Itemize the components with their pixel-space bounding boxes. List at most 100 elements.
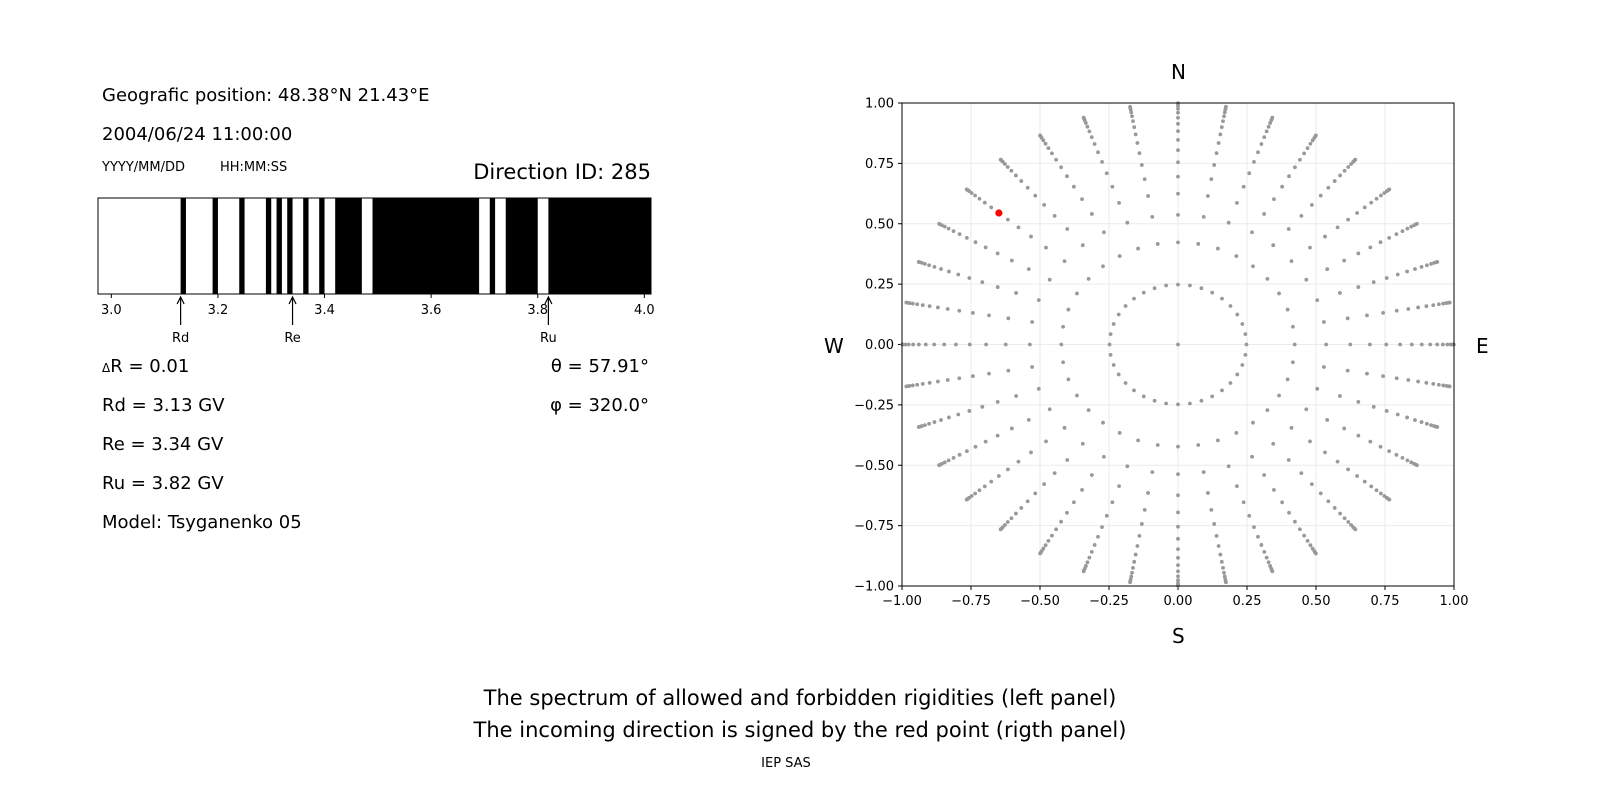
direction-point [982, 484, 987, 489]
direction-point [1318, 193, 1323, 198]
direction-point [1362, 205, 1367, 210]
direction-point [1176, 191, 1180, 196]
direction-point [1132, 559, 1137, 564]
direction-point [1409, 342, 1414, 347]
south-label: S [1172, 624, 1185, 648]
direction-point [1416, 305, 1420, 310]
direction-point [1424, 263, 1429, 268]
direction-point [1139, 522, 1144, 526]
direction-point [1272, 488, 1276, 492]
x-tick-label: −0.25 [1089, 594, 1129, 609]
direction-point [1400, 229, 1405, 234]
direction-point [1299, 213, 1304, 218]
direction-point [980, 404, 985, 409]
direction-point [1026, 417, 1031, 422]
direction-point [1142, 177, 1147, 182]
direction-point [1323, 234, 1327, 239]
direction-point [1293, 519, 1297, 524]
direction-point [967, 409, 972, 413]
direction-point [1089, 135, 1094, 140]
direction-point [1222, 574, 1227, 579]
direction-point [1345, 368, 1350, 373]
direction-point [1209, 507, 1214, 512]
direction-point [989, 205, 994, 210]
phi-value: φ = 320.0° [550, 395, 649, 416]
direction-point [996, 474, 1001, 478]
forbidden-band [319, 198, 325, 294]
direction-point [977, 196, 982, 201]
direction-point [1135, 141, 1140, 145]
direction-point [1381, 374, 1385, 379]
direction-point [1081, 115, 1086, 120]
direction-point [1326, 499, 1331, 504]
direction-point [1206, 491, 1210, 495]
direction-point [1019, 506, 1024, 510]
direction-point [973, 240, 978, 245]
direction-point [1087, 129, 1092, 134]
direction-point [1133, 132, 1138, 137]
direction-point [1356, 433, 1361, 438]
direction-point [1219, 125, 1224, 130]
direction-point [1299, 471, 1304, 476]
direction-point [1123, 381, 1128, 385]
direction-point [1110, 500, 1115, 505]
west-label: W [824, 334, 844, 358]
direction-point [916, 425, 921, 429]
direction-point [1346, 217, 1351, 222]
direction-point [1325, 417, 1330, 422]
caption-line-2: The incoming direction is signed by the … [473, 718, 1127, 742]
ru-value: Ru = 3.82 GV [102, 473, 224, 494]
forbidden-band [335, 198, 362, 294]
direction-point [1323, 450, 1327, 455]
direction-point [1235, 312, 1240, 317]
direction-point [1371, 404, 1376, 409]
direction-point [1394, 452, 1399, 457]
direction-point [1221, 565, 1225, 570]
direction-point [1038, 551, 1042, 556]
direction-point [1131, 119, 1135, 124]
direction-point [1368, 439, 1373, 444]
direction-point [1222, 110, 1227, 115]
direction-point [1111, 322, 1116, 326]
direction-point [1262, 549, 1267, 554]
direction-point [1139, 163, 1144, 167]
direction-point [1176, 106, 1180, 111]
direction-point [1061, 360, 1065, 365]
direction-point [1130, 570, 1134, 575]
direction-point [957, 308, 962, 313]
direction-point [1314, 551, 1318, 556]
direction-point [1071, 500, 1076, 505]
spectrum-frame [97, 197, 652, 295]
direction-point [1176, 174, 1180, 179]
direction-point [1405, 415, 1409, 420]
direction-point [1176, 536, 1180, 541]
direction-point [1346, 467, 1351, 472]
x-tick-label: −0.50 [1020, 594, 1060, 609]
direction-point [1441, 301, 1446, 306]
direction-point [1435, 342, 1440, 347]
direction-point [1406, 378, 1411, 382]
direction-point [1286, 227, 1291, 231]
marker-arrow-head [544, 295, 553, 305]
direction-point [1027, 342, 1032, 347]
forbidden-band [372, 198, 480, 294]
direction-point [1441, 383, 1446, 388]
direction-point [1247, 513, 1252, 518]
direction-point [1335, 225, 1340, 230]
direction-point [1092, 543, 1097, 547]
direction-point [956, 412, 961, 417]
direction-point [1338, 173, 1343, 178]
direction-point [1405, 458, 1410, 463]
rd-value: Rd = 3.13 GV [102, 395, 225, 416]
direction-point [1176, 563, 1180, 568]
direction-point [1104, 171, 1109, 176]
direction-point [1394, 376, 1399, 381]
direction-point [1384, 276, 1389, 280]
direction-point [1006, 316, 1011, 321]
direction-point [1052, 471, 1057, 476]
direction-point [1087, 555, 1092, 560]
direction-point [1111, 363, 1116, 367]
direction-point [1176, 574, 1180, 579]
direction-point [1129, 574, 1134, 579]
direction-point [1059, 165, 1063, 170]
